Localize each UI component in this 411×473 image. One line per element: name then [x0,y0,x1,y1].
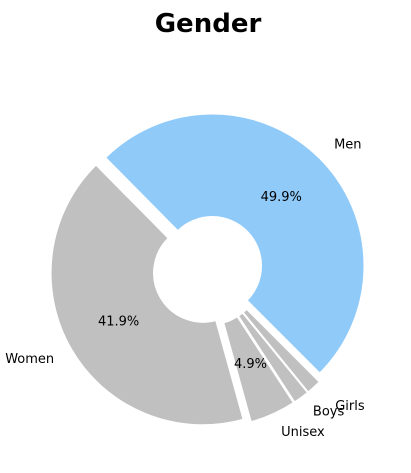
slices-group [50,113,366,426]
slice-label-men: Men [334,138,361,153]
pct-label-unisex: 4.9% [234,357,267,372]
pie-slice-men [104,113,366,375]
pct-label-men: 49.9% [261,190,302,205]
pct-label-women: 41.9% [98,315,139,330]
pie-slice-women [50,163,245,426]
pie-slice-girls [241,308,321,394]
pie-slice-unisex [222,315,295,423]
slice-label-girls: Girls [335,399,365,414]
slice-label-unisex: Unisex [281,425,325,440]
slice-label-boys: Boys [313,404,345,419]
slice-label-women: Women [5,352,54,367]
chart-title: Gender [155,9,262,39]
